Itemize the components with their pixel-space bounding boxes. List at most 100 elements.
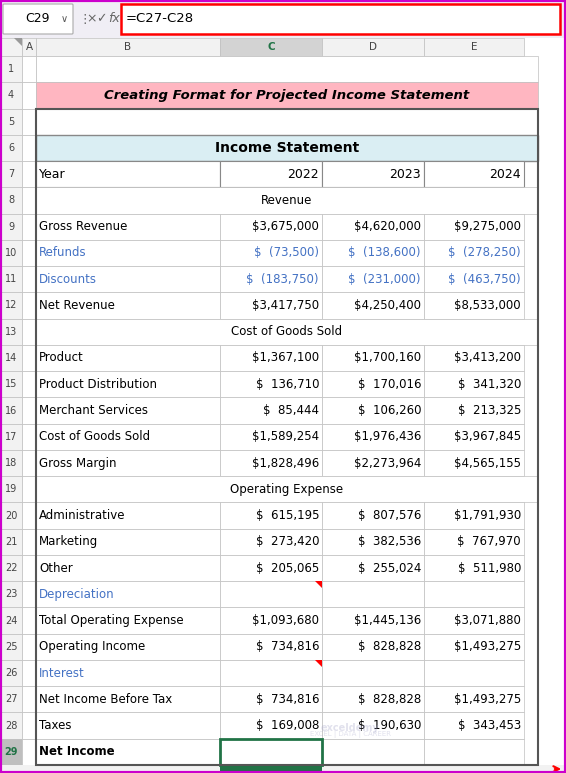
Text: 21: 21: [5, 536, 17, 547]
Bar: [36, 292, 220, 318]
Bar: [22, 529, 36, 555]
Bar: [424, 529, 524, 555]
Bar: [424, 739, 524, 765]
Bar: [22, 187, 36, 213]
Bar: [220, 686, 322, 713]
Bar: [424, 292, 524, 318]
Bar: [22, 686, 36, 713]
Text: $  734,816: $ 734,816: [255, 693, 319, 706]
Bar: [22, 56, 36, 82]
Text: $1,493,275: $1,493,275: [454, 640, 521, 653]
Text: 23: 23: [5, 589, 17, 599]
Text: 20: 20: [5, 510, 17, 520]
Bar: [220, 397, 322, 424]
Bar: [36, 608, 220, 634]
Bar: [220, 371, 322, 397]
Text: B: B: [125, 42, 131, 52]
Bar: [0, 56, 22, 82]
Text: $1,589,254: $1,589,254: [252, 431, 319, 443]
Bar: [322, 240, 424, 266]
Bar: [220, 555, 322, 581]
Bar: [0, 213, 22, 240]
Text: 2023: 2023: [389, 168, 421, 181]
Bar: [36, 581, 220, 608]
Bar: [424, 161, 524, 187]
Bar: [220, 450, 322, 476]
Text: D: D: [369, 42, 377, 52]
Text: $1,828,496: $1,828,496: [252, 457, 319, 469]
Text: $  828,828: $ 828,828: [358, 640, 421, 653]
Text: $  (278,250): $ (278,250): [448, 247, 521, 260]
Bar: [424, 345, 524, 371]
Text: 10: 10: [5, 248, 17, 258]
Text: Interest: Interest: [39, 666, 85, 679]
Bar: [0, 135, 22, 161]
Text: 6: 6: [8, 143, 14, 153]
Polygon shape: [315, 581, 322, 588]
Bar: [0, 82, 22, 108]
Text: $  767,970: $ 767,970: [457, 535, 521, 548]
Text: 2024: 2024: [490, 168, 521, 181]
Text: Depreciation: Depreciation: [39, 587, 115, 601]
Bar: [322, 502, 424, 529]
Text: 25: 25: [5, 642, 17, 652]
Bar: [424, 38, 524, 56]
Bar: [220, 713, 322, 739]
Bar: [322, 161, 424, 187]
Text: $1,976,436: $1,976,436: [354, 431, 421, 443]
Text: $  343,453: $ 343,453: [458, 719, 521, 732]
Bar: [22, 213, 36, 240]
Bar: [220, 161, 322, 187]
Bar: [220, 502, 322, 529]
Text: 1: 1: [8, 64, 14, 74]
Bar: [22, 450, 36, 476]
Bar: [0, 424, 22, 450]
Text: $  (73,500): $ (73,500): [254, 247, 319, 260]
Text: Net Income: Net Income: [39, 745, 115, 758]
Text: Product: Product: [39, 352, 84, 365]
Bar: [322, 555, 424, 581]
Text: $  (183,750): $ (183,750): [247, 273, 319, 286]
Text: 8: 8: [8, 196, 14, 206]
Bar: [0, 38, 22, 56]
Bar: [36, 135, 538, 161]
Text: $  734,816: $ 734,816: [255, 640, 319, 653]
Bar: [424, 397, 524, 424]
Bar: [0, 686, 22, 713]
Bar: [36, 450, 220, 476]
Text: $  106,260: $ 106,260: [358, 404, 421, 417]
Bar: [22, 608, 36, 634]
Text: $1,493,275: $1,493,275: [454, 693, 521, 706]
Bar: [0, 187, 22, 213]
Bar: [0, 397, 22, 424]
Text: $9,275,000: $9,275,000: [454, 220, 521, 233]
Bar: [322, 38, 424, 56]
Bar: [36, 108, 538, 135]
Polygon shape: [14, 38, 22, 46]
Bar: [36, 529, 220, 555]
Text: $  565,809: $ 565,809: [248, 745, 319, 758]
Text: Year: Year: [39, 168, 66, 181]
Bar: [22, 292, 36, 318]
Text: ∨: ∨: [61, 14, 67, 24]
Text: $  205,065: $ 205,065: [256, 561, 319, 574]
Text: Marketing: Marketing: [39, 535, 98, 548]
Text: $3,417,750: $3,417,750: [252, 299, 319, 312]
Bar: [322, 397, 424, 424]
Bar: [36, 555, 220, 581]
Bar: [322, 713, 424, 739]
Text: C29: C29: [25, 12, 50, 26]
Bar: [36, 213, 220, 240]
Bar: [220, 266, 322, 292]
Text: 18: 18: [5, 458, 17, 468]
Bar: [220, 739, 322, 765]
Text: ✓: ✓: [96, 12, 106, 26]
Text: =C27-C28: =C27-C28: [126, 12, 194, 26]
Bar: [22, 135, 36, 161]
Bar: [220, 765, 322, 773]
Bar: [22, 581, 36, 608]
Text: 2022: 2022: [288, 168, 319, 181]
Bar: [36, 108, 538, 765]
Text: Operating Income: Operating Income: [39, 640, 145, 653]
Bar: [36, 82, 538, 108]
